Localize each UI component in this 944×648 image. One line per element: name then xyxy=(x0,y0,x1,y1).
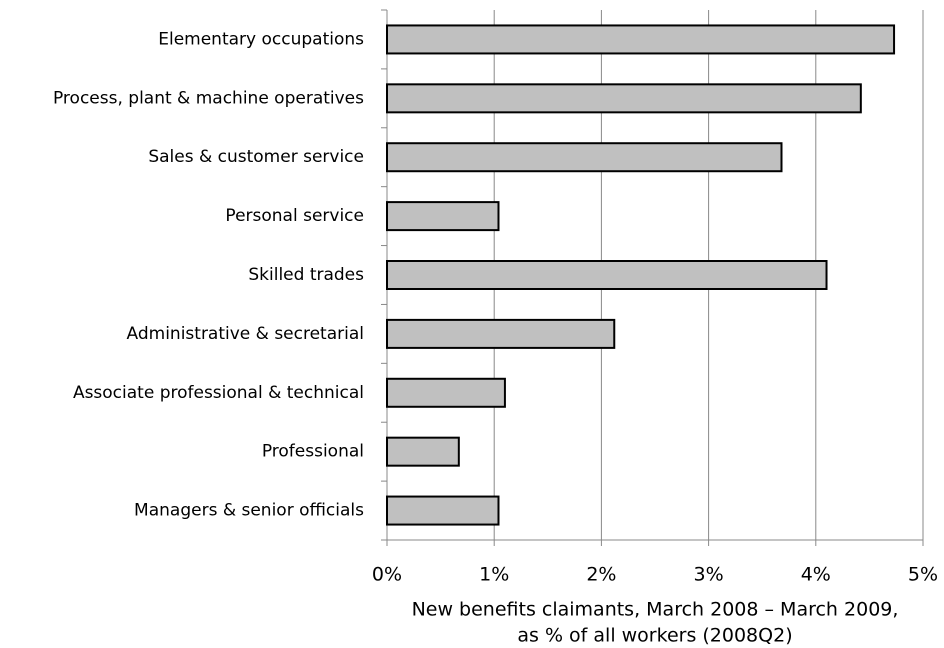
x-tick-label: 1% xyxy=(479,564,509,586)
bar xyxy=(386,260,828,290)
bar xyxy=(386,318,616,349)
x-tick-label: 3% xyxy=(694,564,724,586)
y-tick-label: Administrative & secretarial xyxy=(127,324,364,344)
x-tick-label: 0% xyxy=(372,564,402,586)
y-tick-label: Elementary occupations xyxy=(158,29,364,49)
bar xyxy=(386,436,460,467)
x-tick-label: 5% xyxy=(908,564,938,586)
y-tick-label: Managers & senior officials xyxy=(134,501,364,521)
y-tick-label: Associate professional & technical xyxy=(73,383,364,403)
bar xyxy=(386,377,506,408)
x-tick-label: 4% xyxy=(801,564,831,586)
bar xyxy=(386,83,862,114)
y-tick-label: Sales & customer service xyxy=(148,147,364,167)
x-tick-label: 2% xyxy=(586,564,616,586)
y-tick-label: Process, plant & machine operatives xyxy=(53,88,364,108)
bar xyxy=(386,142,783,173)
y-tick-label: Skilled trades xyxy=(248,265,364,285)
x-axis-title: as % of all workers (2008Q2) xyxy=(517,625,792,647)
y-tick-label: Personal service xyxy=(225,206,364,226)
bar xyxy=(386,24,896,55)
x-axis-title: New benefits claimants, March 2008 – Mar… xyxy=(412,599,899,621)
bar xyxy=(386,201,500,232)
bar xyxy=(386,495,500,526)
y-tick-label: Professional xyxy=(262,442,364,462)
